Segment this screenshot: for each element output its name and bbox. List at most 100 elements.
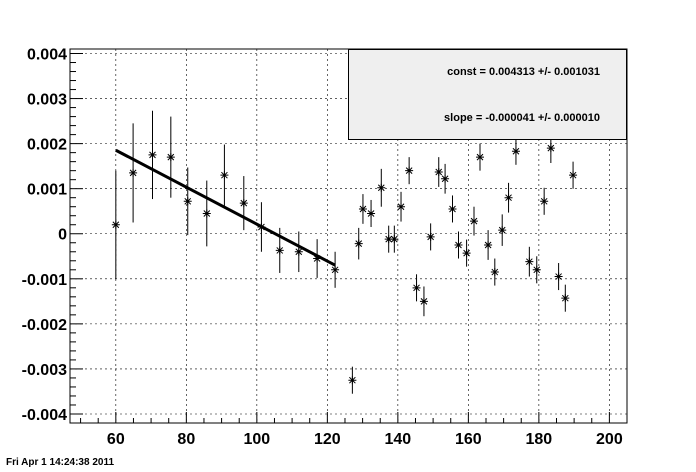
data-point: [390, 225, 399, 253]
fit-line: [115, 148, 336, 267]
data-point: [426, 223, 435, 251]
data-point: [313, 239, 322, 278]
star-marker: [377, 183, 386, 192]
star-marker: [546, 144, 555, 153]
star-marker: [331, 265, 340, 274]
data-point: [275, 227, 284, 273]
star-marker: [384, 235, 393, 244]
star-marker: [257, 222, 266, 231]
data-point: [470, 206, 479, 236]
x-tick-label: 200: [596, 431, 623, 448]
y-tick-label: -0.004: [22, 407, 67, 424]
x-tick-label: 80: [177, 431, 195, 448]
data-point: [511, 137, 520, 165]
x-tick-label: 160: [455, 431, 482, 448]
data-point: [504, 182, 513, 213]
data-point: [419, 286, 428, 317]
data-point: [441, 163, 450, 194]
data-point: [475, 143, 484, 171]
star-marker: [397, 202, 406, 211]
data-point: [239, 176, 248, 231]
star-marker: [220, 171, 229, 180]
fit-slope-text: slope = -0.000041 +/- 0.000010: [444, 112, 600, 124]
star-marker: [419, 297, 428, 306]
y-tick-label: -0.001: [22, 272, 67, 289]
data-point: [348, 366, 357, 394]
y-tick-label: 0.004: [27, 47, 67, 64]
star-marker: [405, 166, 414, 175]
data-point: [490, 258, 499, 286]
data-point: [498, 214, 507, 246]
data-point: [412, 274, 421, 302]
data-point: [294, 231, 303, 273]
data-point: [462, 239, 471, 267]
star-marker: [569, 171, 578, 180]
data-point: [331, 251, 340, 288]
star-marker: [313, 254, 322, 263]
fit-const-text: const = 0.004313 +/- 0.001031: [447, 66, 600, 78]
data-point: [525, 246, 534, 277]
star-marker: [294, 247, 303, 256]
data-point: [540, 187, 549, 215]
star-marker: [441, 174, 450, 183]
star-marker: [390, 235, 399, 244]
star-marker: [525, 257, 534, 266]
star-marker: [554, 272, 563, 281]
star-marker: [412, 283, 421, 292]
data-point: [129, 123, 138, 223]
star-marker: [129, 168, 138, 177]
data-point: [183, 167, 192, 236]
star-marker: [498, 226, 507, 235]
star-marker: [511, 147, 520, 156]
star-marker: [454, 241, 463, 250]
data-point: [166, 116, 175, 198]
y-tick-label: 0.003: [27, 92, 67, 109]
data-point: [554, 263, 563, 291]
data-point: [448, 195, 457, 223]
data-point: [367, 199, 376, 227]
data-point: [397, 191, 406, 222]
data-point: [111, 170, 120, 279]
data-points: [111, 110, 578, 394]
star-marker: [540, 197, 549, 206]
data-point: [257, 202, 266, 252]
star-marker: [462, 249, 471, 258]
data-point: [377, 168, 386, 207]
data-point: [561, 284, 570, 312]
star-marker: [504, 193, 513, 202]
y-tick-label: -0.003: [22, 362, 67, 379]
data-point: [405, 157, 414, 185]
data-point: [484, 230, 493, 260]
star-marker: [490, 268, 499, 277]
star-marker: [434, 168, 443, 177]
star-marker: [166, 153, 175, 162]
fit-line-group: [115, 148, 336, 267]
x-tick-label: 60: [107, 431, 125, 448]
x-tick-label: 180: [526, 431, 553, 448]
data-point: [220, 144, 229, 206]
data-point: [454, 231, 463, 259]
star-marker: [426, 232, 435, 241]
data-point: [532, 256, 541, 284]
x-tick-label: 120: [314, 431, 341, 448]
data-point: [358, 194, 367, 224]
star-marker: [470, 217, 479, 226]
x-tick-label: 140: [385, 431, 412, 448]
star-marker: [239, 199, 248, 208]
star-marker: [448, 204, 457, 213]
star-marker: [348, 376, 357, 385]
grid-lines: [70, 49, 627, 423]
y-tick-label: 0: [58, 227, 67, 244]
data-point: [569, 161, 578, 189]
data-point: [434, 157, 443, 187]
data-point: [148, 110, 157, 200]
axes: 60 80 100 120 140 160 180 200 -0.004 -0.003 -0.002…: [22, 47, 628, 448]
star-marker: [475, 153, 484, 162]
data-point: [384, 225, 393, 253]
y-tick-label: 0.002: [27, 137, 67, 154]
x-tick-label: 100: [243, 431, 270, 448]
datestamp: Fri Apr 1 14:24:38 2011: [6, 457, 115, 468]
star-marker: [354, 239, 363, 248]
y-tick-label: -0.002: [22, 317, 67, 334]
